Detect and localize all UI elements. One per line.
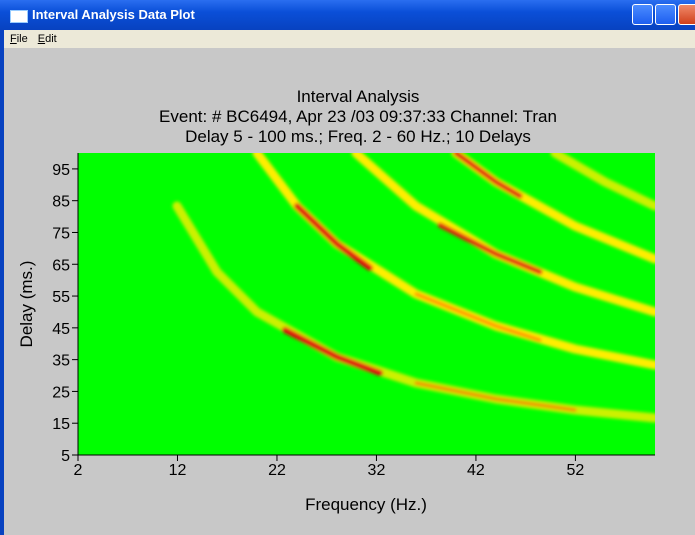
x-tick-label: 12: [169, 462, 187, 479]
close-button[interactable]: [678, 4, 695, 25]
y-tick-label: 65: [52, 257, 70, 274]
heatmap-ridges: [172, 153, 655, 423]
y-tick-label: 85: [52, 194, 70, 211]
x-axis-label: Frequency (Hz.): [305, 495, 427, 514]
minimize-button[interactable]: [632, 4, 653, 25]
maximize-button[interactable]: [655, 4, 676, 25]
y-tick-label: 75: [52, 225, 70, 242]
y-tick-label: 55: [52, 289, 70, 306]
title-bar: Interval Analysis Data Plot: [0, 0, 695, 30]
y-tick-label: 25: [52, 384, 70, 401]
chart-subtitle: Delay 5 - 100 ms.; Freq. 2 - 60 Hz.; 10 …: [185, 127, 531, 146]
window-title: Interval Analysis Data Plot: [32, 7, 195, 22]
chart-title: Interval Analysis: [297, 87, 420, 106]
y-tick-label: 35: [52, 353, 70, 370]
x-tick-label: 52: [567, 462, 585, 479]
window-frame: [0, 30, 4, 535]
y-tick-label: 5: [61, 448, 70, 465]
menu-item[interactable]: File: [10, 33, 28, 45]
y-axis-label: Delay (ms.): [17, 261, 36, 348]
chart-subtitle: Event: # BC6494, Apr 23 /03 09:37:33 Cha…: [159, 107, 557, 126]
x-tick-label: 22: [268, 462, 286, 479]
y-tick-label: 95: [52, 162, 70, 179]
x-tick-label: 2: [74, 462, 83, 479]
app-icon: [10, 10, 28, 23]
y-tick-label: 45: [52, 321, 70, 338]
y-tick-label: 15: [52, 416, 70, 433]
x-tick-label: 42: [467, 462, 485, 479]
x-tick-label: 32: [368, 462, 386, 479]
menu-bar: File Edit: [4, 30, 695, 48]
menu-item[interactable]: Edit: [37, 33, 57, 45]
